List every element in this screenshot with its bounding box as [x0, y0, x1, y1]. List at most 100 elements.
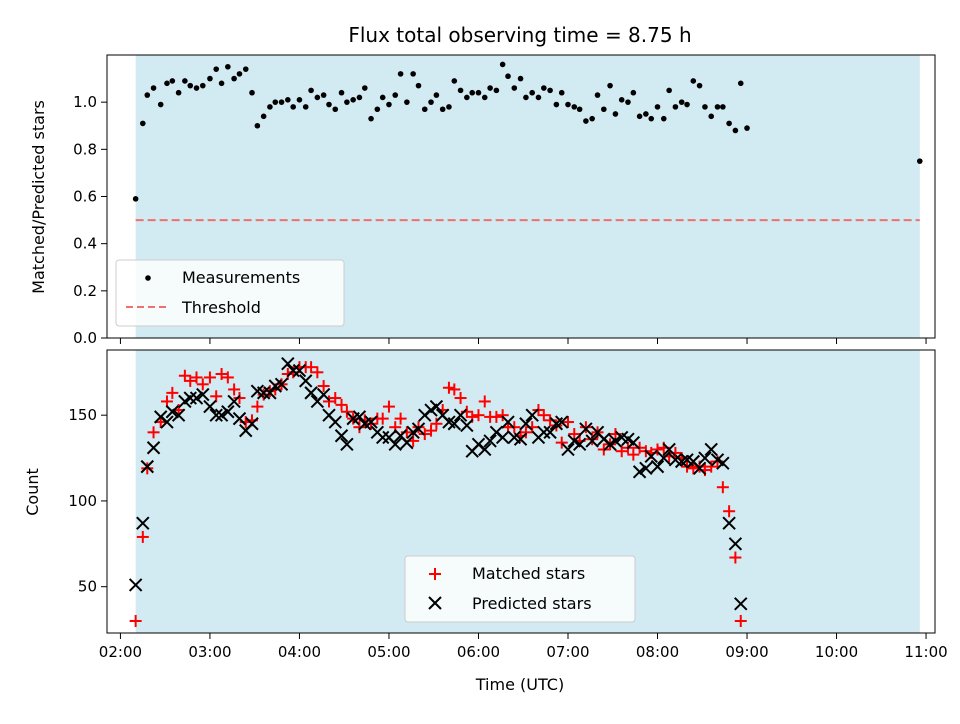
measurement-point: [433, 92, 440, 98]
measurement-point: [296, 97, 303, 103]
measurement-point: [267, 104, 273, 110]
predicted-star-point: [429, 399, 444, 414]
predicted-star-point: [140, 459, 154, 474]
measurement-point: [187, 82, 194, 89]
predicted-star-point: [561, 442, 575, 457]
measurement-point: [601, 106, 607, 113]
predicted-star-point: [525, 408, 539, 422]
matched-star-point: [537, 409, 550, 422]
predicted-star-point: [232, 411, 247, 426]
measurement-point: [260, 113, 267, 120]
measurement-point: [332, 106, 339, 113]
predicted-star-point: [519, 417, 533, 431]
measurement-point: [630, 89, 637, 96]
measurement-point: [285, 97, 291, 103]
top-y-ticks: 0.0 0.2 0.4 0.6 0.8 1.0: [73, 93, 107, 347]
legend-threshold-label: Threshold: [181, 298, 261, 317]
legend-matched-label: Matched stars: [472, 564, 585, 583]
top-legend: Measurements Threshold: [115, 259, 345, 327]
measurement-point: [493, 87, 500, 94]
predicted-star-point: [227, 394, 241, 409]
x-tick-label: 10:00: [815, 643, 858, 661]
measurement-point: [618, 97, 625, 103]
measurement-point: [481, 94, 488, 101]
matched-star-point: [705, 460, 718, 473]
measurement-point: [589, 115, 595, 122]
measurement-point: [612, 111, 619, 117]
measurement-point: [320, 92, 327, 98]
measurement-point: [231, 75, 237, 82]
predicted-star-point: [160, 415, 174, 429]
x-tick-label: 04:00: [278, 643, 321, 661]
matched-star-point: [141, 462, 154, 475]
measurement-point: [207, 75, 213, 82]
predicted-star-point: [411, 422, 426, 436]
predicted-star-point: [657, 451, 671, 465]
matched-star-point: [555, 436, 568, 449]
measurement-point: [290, 104, 296, 110]
matched-star-point: [579, 421, 592, 434]
measurement-point: [678, 99, 685, 105]
predicted-star-point: [209, 408, 223, 422]
predicted-star-point: [364, 415, 378, 429]
measurement-point: [702, 104, 708, 110]
predicted-star-point: [183, 391, 197, 405]
legend-predicted-label: Predicted stars: [472, 594, 592, 613]
measurement-point: [157, 101, 164, 108]
matched-star-point: [425, 424, 438, 437]
measurement-point: [654, 104, 661, 110]
matched-star-point: [221, 371, 234, 384]
bottom-y-axis-label: Count: [23, 468, 42, 516]
measurement-point: [368, 115, 374, 122]
legend-matched-marker: [429, 568, 441, 580]
matched-star-point: [519, 426, 532, 439]
measurement-point: [428, 99, 434, 105]
measurement-point: [464, 94, 470, 101]
predicted-star-point: [165, 405, 180, 419]
predicted-star-point: [513, 432, 528, 446]
predicted-star-point: [555, 415, 569, 429]
measurement-point: [350, 97, 356, 103]
matched-star-point: [627, 448, 640, 461]
measurement-point: [684, 101, 690, 108]
predicted-star-point: [146, 441, 161, 455]
measurement-point: [249, 89, 255, 96]
measurement-point: [666, 87, 672, 94]
bottom-x-ticks: 02:00 03:00 04:00 05:00 06:00 07:00 08:00 09:00…: [99, 633, 948, 661]
measurement-point: [213, 66, 220, 72]
matched-star-point: [394, 412, 407, 425]
bottom-plot-frame: [106, 349, 936, 634]
matched-star-point: [376, 412, 389, 425]
y-tick-label: 50: [78, 578, 97, 596]
measurement-point: [225, 63, 231, 70]
measurement-point: [469, 89, 476, 96]
predicted-star-point: [572, 437, 587, 452]
chart-title: Flux total observing time = 8.75 h: [348, 23, 691, 47]
matched-star-point: [190, 371, 203, 384]
matched-star-point: [305, 361, 318, 374]
measurement-point: [308, 87, 314, 94]
top-legend-box: [115, 259, 345, 327]
measurement-point: [607, 82, 613, 89]
measurement-point: [451, 78, 458, 84]
measurement-point: [218, 80, 225, 87]
predicted-star-point: [453, 408, 468, 422]
matched-star-point: [550, 419, 563, 432]
matched-star-point: [651, 443, 664, 456]
matched-star-point: [586, 433, 599, 446]
predicted-star-point: [328, 415, 342, 429]
measurement-point: [446, 104, 452, 110]
measurement-point: [571, 104, 578, 110]
predicted-star-point: [579, 422, 593, 436]
predicted-star-point: [704, 442, 718, 457]
measurement-point: [278, 99, 285, 105]
measurement-point: [643, 111, 649, 117]
measurement-point: [169, 78, 176, 84]
predicted-star-point: [340, 437, 354, 452]
measurement-point: [415, 82, 422, 89]
measurement-point: [150, 85, 157, 91]
matched-star-point: [228, 383, 241, 396]
matched-star-point: [178, 369, 191, 382]
predicted-star-point: [304, 386, 318, 400]
